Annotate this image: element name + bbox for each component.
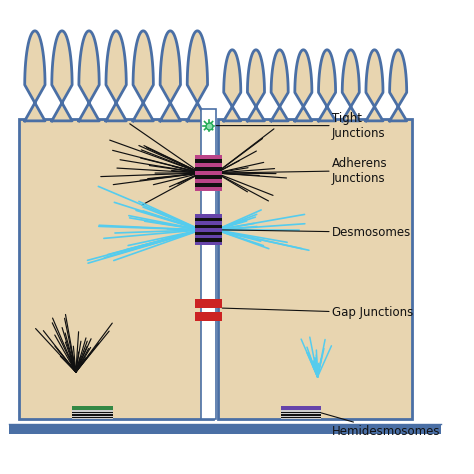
- Text: Adherens
Junctions: Adherens Junctions: [222, 156, 387, 185]
- Bar: [195, 155, 222, 191]
- Bar: [195, 238, 222, 242]
- Text: Gap Junctions: Gap Junctions: [222, 306, 413, 319]
- Bar: [281, 406, 321, 411]
- Bar: [72, 417, 112, 418]
- Bar: [19, 118, 213, 419]
- Polygon shape: [133, 31, 154, 121]
- Bar: [72, 411, 112, 413]
- Polygon shape: [52, 31, 72, 121]
- Bar: [195, 175, 222, 179]
- Text: Desmosomes: Desmosomes: [222, 226, 411, 239]
- Text: Hemidesmosomes: Hemidesmosomes: [321, 413, 440, 438]
- Polygon shape: [247, 50, 264, 121]
- Bar: [72, 410, 112, 419]
- Polygon shape: [79, 31, 99, 121]
- Bar: [281, 414, 321, 416]
- Polygon shape: [271, 50, 288, 121]
- Polygon shape: [106, 31, 126, 121]
- Bar: [195, 159, 222, 163]
- Bar: [281, 417, 321, 418]
- Polygon shape: [224, 50, 241, 121]
- Bar: [195, 167, 222, 171]
- Polygon shape: [319, 50, 336, 121]
- Bar: [281, 410, 321, 419]
- Bar: [201, 109, 216, 419]
- Bar: [72, 406, 112, 411]
- Bar: [281, 411, 321, 413]
- Text: Tight
Junctions: Tight Junctions: [216, 111, 385, 140]
- Polygon shape: [295, 50, 312, 121]
- Polygon shape: [342, 50, 359, 121]
- Bar: [195, 232, 222, 235]
- Bar: [195, 225, 222, 228]
- Polygon shape: [390, 50, 407, 121]
- Bar: [195, 183, 222, 187]
- Polygon shape: [160, 31, 181, 121]
- Bar: [195, 312, 222, 321]
- Bar: [72, 414, 112, 416]
- Polygon shape: [187, 31, 208, 121]
- Bar: [195, 299, 222, 308]
- Bar: [195, 214, 222, 246]
- Bar: [218, 118, 412, 419]
- Bar: [195, 218, 222, 221]
- Polygon shape: [366, 50, 383, 121]
- Polygon shape: [25, 31, 45, 121]
